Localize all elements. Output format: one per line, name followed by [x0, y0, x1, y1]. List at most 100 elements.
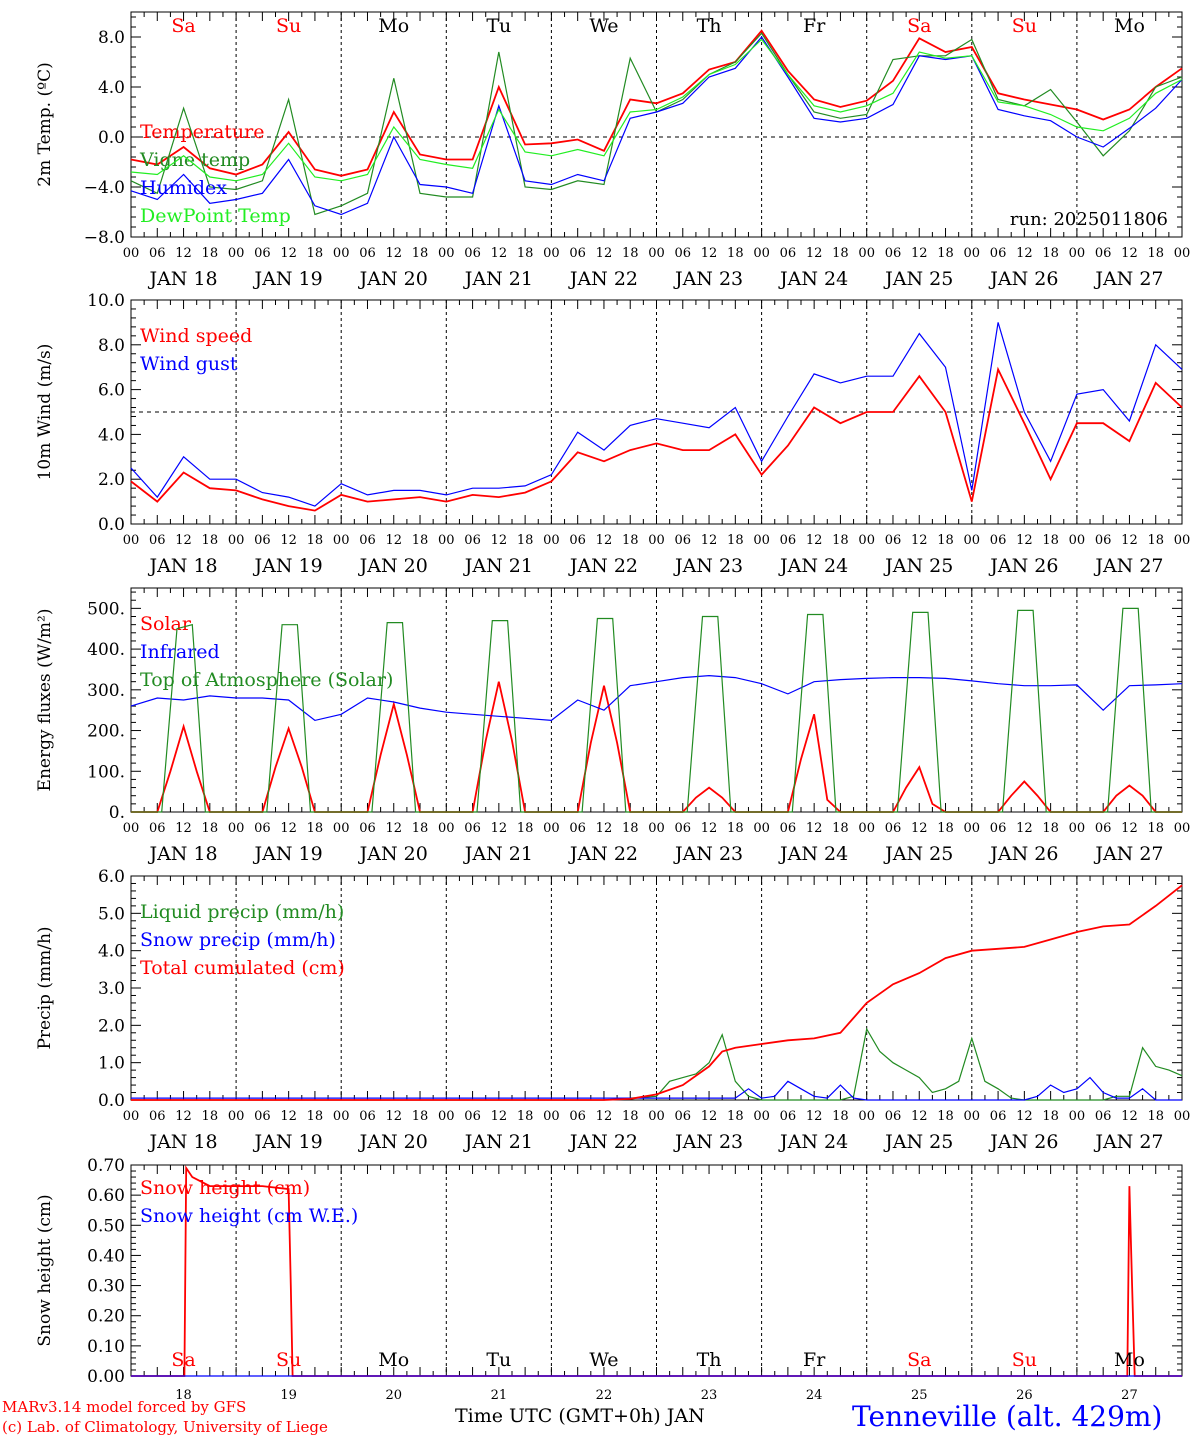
hour-tick-label: 06 — [464, 246, 481, 261]
hour-tick-label: 12 — [701, 821, 718, 836]
hour-tick-label: 06 — [359, 1109, 376, 1124]
legend-entry: Top of Atmosphere (Solar) — [140, 669, 393, 691]
day-number-label: 19 — [280, 1388, 297, 1403]
hour-tick-label: 18 — [622, 533, 639, 548]
y-tick-label: 0.0 — [98, 1091, 125, 1111]
date-label: JAN 18 — [147, 1131, 217, 1153]
date-label: JAN 23 — [673, 268, 743, 290]
y-tick-label: 300. — [87, 681, 125, 701]
hour-tick-label: 18 — [937, 821, 954, 836]
hour-tick-label: 12 — [596, 246, 613, 261]
series-line-snow-precip-mm-h- — [131, 1076, 1182, 1101]
y-tick-label: 100. — [87, 762, 125, 782]
hour-tick-label: 06 — [990, 1109, 1007, 1124]
series-line-infrared — [130, 674, 1183, 722]
hour-tick-label: 00 — [123, 533, 140, 548]
hour-tick-label: 00 — [228, 533, 245, 548]
date-label: JAN 25 — [883, 1131, 953, 1153]
hour-tick-label: 12 — [491, 821, 508, 836]
y-axis-label: Energy fluxes (W/m²) — [35, 609, 55, 792]
hour-tick-label: 00 — [123, 821, 140, 836]
hour-tick-label: 18 — [727, 821, 744, 836]
date-label: JAN 19 — [253, 555, 323, 577]
hour-tick-label: 12 — [1121, 533, 1138, 548]
hour-tick-label: 18 — [202, 1109, 219, 1124]
hour-tick-label: 06 — [359, 533, 376, 548]
hour-tick-label: 12 — [1016, 246, 1033, 261]
hour-tick-label: 12 — [911, 246, 928, 261]
hour-tick-label: 00 — [123, 246, 140, 261]
hour-tick-label: 18 — [937, 533, 954, 548]
day-number-label: 26 — [1016, 1388, 1033, 1403]
hour-tick-label: 06 — [990, 821, 1007, 836]
hour-tick-label: 18 — [1042, 246, 1059, 261]
hour-tick-label: 00 — [858, 821, 875, 836]
y-tick-label: 4.0 — [98, 78, 125, 98]
date-label: JAN 26 — [988, 1131, 1058, 1153]
hour-tick-label: 18 — [307, 821, 324, 836]
hour-tick-label: 00 — [333, 1109, 350, 1124]
day-number-label: 27 — [1121, 1388, 1138, 1403]
weekday-label: Tu — [486, 15, 511, 37]
hour-tick-label: 06 — [149, 246, 166, 261]
date-label: JAN 21 — [463, 843, 533, 865]
legend-entry: Total cumulated (cm) — [140, 957, 345, 979]
date-label: JAN 18 — [147, 268, 217, 290]
hour-tick-label: 12 — [1016, 1109, 1033, 1124]
legend-entry: Infrared — [140, 641, 220, 663]
y-tick-label: −8.0 — [84, 228, 125, 248]
hour-tick-label: 00 — [1174, 821, 1191, 836]
hour-tick-label: 18 — [937, 246, 954, 261]
hour-tick-label: 12 — [701, 246, 718, 261]
weekday-label: Sa — [171, 1349, 195, 1371]
series-line-total-cumulated-cm- — [131, 884, 1183, 1101]
hour-tick-label: 18 — [202, 533, 219, 548]
y-tick-label: 0.70 — [87, 1156, 125, 1176]
hour-tick-label: 06 — [990, 246, 1007, 261]
day-number-label: 24 — [806, 1388, 823, 1403]
hour-tick-label: 18 — [1147, 1109, 1164, 1124]
day-number-label: 18 — [175, 1388, 192, 1403]
legend-entry: Liquid precip (mm/h) — [140, 901, 344, 923]
hour-tick-label: 12 — [806, 821, 823, 836]
hour-tick-label: 06 — [1095, 1109, 1112, 1124]
hour-tick-label: 12 — [1016, 821, 1033, 836]
hour-tick-label: 06 — [464, 821, 481, 836]
hour-tick-label: 06 — [149, 821, 166, 836]
date-label: JAN 24 — [778, 1131, 848, 1153]
date-label: JAN 27 — [1093, 555, 1163, 577]
legend-entry: Wind speed — [140, 325, 252, 347]
weekday-label: Th — [697, 1349, 722, 1371]
legend-entry: DewPoint Temp — [140, 205, 291, 227]
hour-tick-label: 12 — [596, 1109, 613, 1124]
hour-tick-label: 00 — [753, 1109, 770, 1124]
lab-credit: (c) Lab. of Climatology, University of L… — [2, 1418, 328, 1436]
hour-tick-label: 00 — [964, 246, 981, 261]
hour-tick-label: 18 — [727, 533, 744, 548]
hour-tick-label: 12 — [491, 1109, 508, 1124]
hour-tick-label: 12 — [596, 533, 613, 548]
hour-tick-label: 06 — [254, 821, 271, 836]
weekday-label: Mo — [1114, 1349, 1145, 1371]
hour-tick-label: 00 — [1174, 1109, 1191, 1124]
hour-tick-label: 18 — [202, 821, 219, 836]
date-label: JAN 22 — [568, 268, 638, 290]
hour-tick-label: 06 — [1095, 533, 1112, 548]
hour-tick-label: 12 — [175, 246, 192, 261]
hour-tick-label: 18 — [307, 246, 324, 261]
hour-tick-label: 12 — [1016, 533, 1033, 548]
date-label: JAN 21 — [463, 1131, 533, 1153]
hour-tick-label: 06 — [359, 821, 376, 836]
hour-tick-label: 06 — [780, 1109, 797, 1124]
hour-tick-label: 00 — [753, 246, 770, 261]
date-label: JAN 27 — [1093, 1131, 1163, 1153]
hour-tick-label: 06 — [464, 1109, 481, 1124]
hour-tick-label: 12 — [911, 1109, 928, 1124]
hour-tick-label: 00 — [438, 821, 455, 836]
weekday-label: Th — [697, 15, 722, 37]
station-label: Tenneville (alt. 429m) — [852, 1400, 1163, 1433]
weekday-label: Fr — [803, 1349, 826, 1371]
weekday-label: We — [589, 1349, 618, 1371]
date-label: JAN 24 — [778, 555, 848, 577]
date-label: JAN 21 — [463, 555, 533, 577]
